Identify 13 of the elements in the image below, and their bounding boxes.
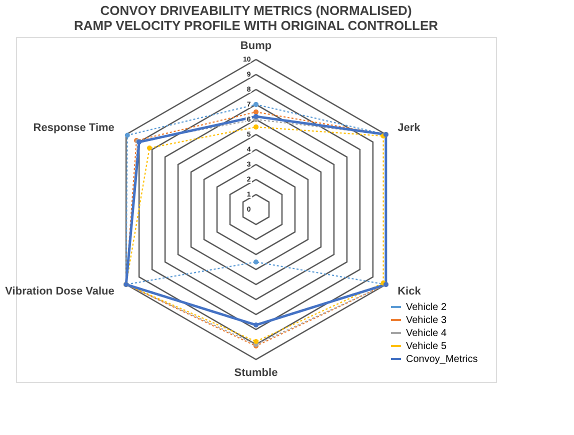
spoke-label: Vibration Dose Value <box>5 285 114 298</box>
spoke-label: Response Time <box>33 122 114 134</box>
legend-label: Vehicle 3 <box>406 315 448 326</box>
text: CONVOY DRIVEABILITY METRICS (NORMALISED) <box>100 3 412 18</box>
spoke-label: Kick <box>398 285 422 298</box>
spoke-label: Jerk <box>398 122 422 134</box>
legend-label: Convoy_Metrics <box>406 354 478 365</box>
spoke-label: Stumble <box>234 367 278 379</box>
text: RAMP VELOCITY PROFILE WITH ORIGINAL CONTROLLER <box>74 18 438 33</box>
legend-label: Vehicle 4 <box>406 328 448 339</box>
legend-label: Vehicle 5 <box>406 341 448 352</box>
spoke-label: Bump <box>240 40 272 52</box>
legend-label: Vehicle 2 <box>406 302 448 313</box>
